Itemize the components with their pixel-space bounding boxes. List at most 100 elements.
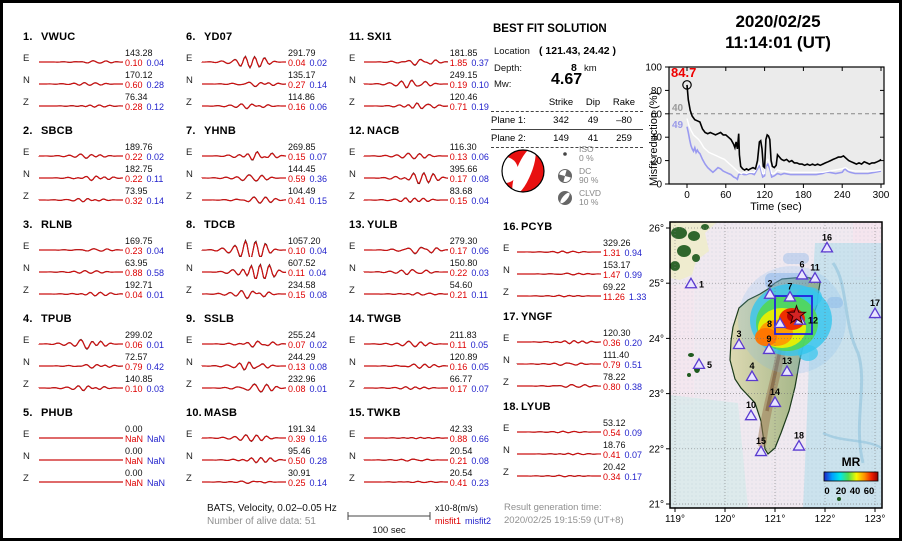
trace-values: 181.85 1.85 0.37 xyxy=(450,47,501,68)
trace-row: E 291.79 0.04 0.02 xyxy=(186,47,344,69)
waveform-plot xyxy=(363,340,448,348)
trace-values: 42.33 0.88 0.66 xyxy=(450,423,501,444)
trace-values: 279.30 0.17 0.06 xyxy=(450,235,501,256)
station-number-label: 1 xyxy=(699,279,704,289)
misfit1-value: 0.59 xyxy=(288,174,306,184)
misfit1-value: 0.41 xyxy=(449,478,468,488)
peak-amplitude: 78.22 xyxy=(603,372,626,382)
component-label: Z xyxy=(503,377,509,388)
peak-amplitude: 249.15 xyxy=(449,70,478,80)
misfit1-value: 0.34 xyxy=(603,472,621,482)
waveform-plot xyxy=(516,362,601,366)
misfit2-value: 0.28 xyxy=(309,456,328,466)
peak-amplitude: 232.96 xyxy=(288,374,316,384)
misfit2-value: 0.36 xyxy=(309,174,328,184)
component-label: E xyxy=(23,147,30,158)
trace-row: E 143.28 0.10 0.04 xyxy=(23,47,181,69)
misfit2-value: 0.10 xyxy=(471,80,489,90)
peak-amplitude: 72.57 xyxy=(125,352,148,362)
misfit2-value: 0.06 xyxy=(309,102,328,112)
misfit-series-white xyxy=(686,118,882,175)
misfit2-value: 0.15 xyxy=(309,196,328,206)
waveform-plot xyxy=(517,250,601,254)
lat-tick-label: 23° xyxy=(649,389,664,400)
peak-amplitude: 83.68 xyxy=(449,186,473,196)
trace-values: 140.85 0.10 0.03 xyxy=(125,373,181,394)
misfit1-value: 1.47 xyxy=(603,270,621,280)
trace-values: 116.30 0.13 0.06 xyxy=(450,141,501,162)
station-code: PCYB xyxy=(521,221,553,233)
trace-values: 191.34 0.39 0.16 xyxy=(288,423,344,444)
component-label: E xyxy=(349,429,356,440)
station-header: 2. SBCB xyxy=(23,125,181,141)
station-header: 15. TWKB xyxy=(349,407,501,423)
peak-amplitude: 63.95 xyxy=(125,258,148,268)
waveform-plot xyxy=(38,82,123,86)
component-label: Z xyxy=(23,97,29,108)
trace-values: 104.49 0.41 0.15 xyxy=(288,185,344,206)
station-header: 4. TPUB xyxy=(23,313,181,329)
misfit2-value: 0.05 xyxy=(470,340,489,350)
trace-row: N 0.00 NaN NaN xyxy=(23,445,181,467)
peak-amplitude: 120.30 xyxy=(603,328,631,338)
misfit1-value: 0.27 xyxy=(288,80,306,90)
station-block: 18. LYUB E 53.12 0.54 0.09 N 18.76 0.41 0.07 Z 20.4… xyxy=(503,401,651,483)
trace-values: 53.12 0.54 0.09 xyxy=(603,417,651,438)
peak-amplitude: 53.12 xyxy=(603,418,626,428)
trace-row: N 120.89 0.16 0.05 xyxy=(349,351,501,373)
station-code: TWKB xyxy=(367,407,401,419)
station-number: 3. xyxy=(23,219,33,231)
waveform-plot xyxy=(39,60,124,64)
lon-tick-label: 121° xyxy=(765,514,786,525)
y-tick-label: 60 xyxy=(651,109,663,120)
event-datetime: 2020/02/25 11:14:01 (UT) xyxy=(658,11,898,53)
component-label: E xyxy=(23,241,30,252)
peak-amplitude: 120.89 xyxy=(449,352,478,362)
waveform-plot xyxy=(202,263,287,279)
component-label: Z xyxy=(503,467,509,478)
misfit2-value: 0.66 xyxy=(471,434,489,444)
waveform-plot xyxy=(201,55,286,69)
lon-tick-label: 123° xyxy=(865,514,886,525)
station-code: SSLB xyxy=(204,313,235,325)
station-code: PHUB xyxy=(41,407,73,419)
waveform-plot xyxy=(202,150,287,161)
peak-misfit-annotation: 84.7 xyxy=(671,65,696,80)
depth-value: 8 xyxy=(571,62,577,74)
peak-amplitude: 69.22 xyxy=(603,282,626,292)
misfit2-value: 0.04 xyxy=(471,196,489,206)
waveform-plot xyxy=(517,339,602,345)
waveform-plot xyxy=(202,196,287,204)
iso-row: ISO 0 % xyxy=(557,143,643,165)
peak-amplitude: 116.30 xyxy=(449,142,477,152)
trace-values: 244.29 0.13 0.08 xyxy=(288,351,344,372)
trace-values: 95.46 0.50 0.28 xyxy=(288,445,344,466)
peak-amplitude: 114.86 xyxy=(288,92,315,102)
colorbar-tick-label: 40 xyxy=(850,486,861,497)
trace-row: N 111.40 0.79 0.51 xyxy=(503,349,651,371)
peak-amplitude: 30.91 xyxy=(288,468,311,478)
component-label: E xyxy=(23,53,30,64)
peak-amplitude: 189.76 xyxy=(125,142,153,152)
waveform-plot xyxy=(363,458,448,462)
waveform-plot xyxy=(38,197,123,203)
waveform-plot xyxy=(517,430,601,434)
misfit2-value: 0.12 xyxy=(146,102,165,112)
station-number: 1. xyxy=(23,31,33,43)
component-label: Z xyxy=(349,285,355,296)
misfit2-value: 0.19 xyxy=(471,102,489,112)
station-marker xyxy=(792,439,806,451)
units-label: x10-8(m/s) xyxy=(435,503,479,513)
trace-values: 72.57 0.79 0.42 xyxy=(125,351,181,372)
grid-search-box xyxy=(774,295,813,335)
peak-amplitude: 0.00 xyxy=(125,446,143,456)
trace-row: N 20.54 0.21 0.08 xyxy=(349,445,501,467)
lat-tick-label: 22° xyxy=(649,444,664,455)
waveform-plot xyxy=(38,338,124,350)
waveform-plot xyxy=(39,104,124,108)
y-tick-label: 80 xyxy=(651,86,663,97)
station-code: YD07 xyxy=(204,31,233,43)
colorbar-tick-label: 60 xyxy=(864,486,875,497)
station-number: 18. xyxy=(503,401,519,413)
time-scale-bar: 100 sec xyxy=(347,508,431,536)
